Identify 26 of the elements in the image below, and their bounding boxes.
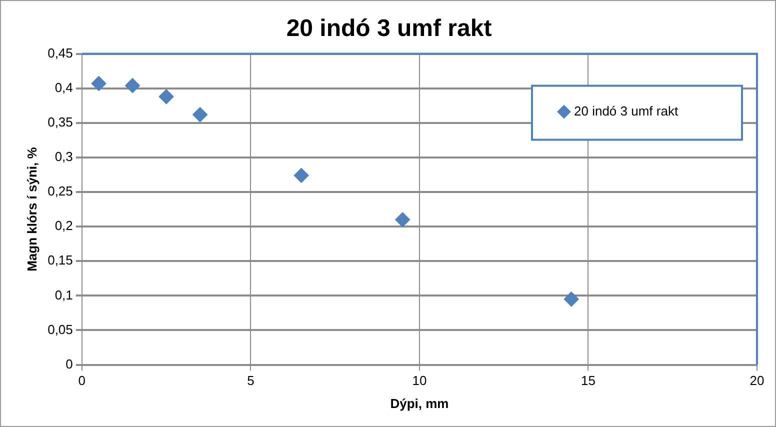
y-tick-label: 0,45 — [48, 45, 73, 60]
y-tick-label: 0,1 — [54, 287, 73, 302]
y-tick-label: 0 — [66, 356, 73, 372]
y-tick-label: 0,3 — [54, 149, 73, 164]
x-tick-label: 5 — [247, 373, 254, 388]
legend-label: 20 indó 3 umf rakt — [574, 103, 678, 118]
point — [91, 76, 106, 92]
x-tick-label: 10 — [412, 373, 427, 388]
point — [564, 292, 579, 307]
x-tick-label: 0 — [78, 373, 86, 388]
point — [125, 78, 140, 94]
y-axis-title: Magn klórs í sýni, % — [24, 146, 40, 272]
point — [158, 89, 174, 104]
y-tick-label: 0,05 — [48, 322, 73, 337]
y-tick-label: 0,25 — [48, 184, 73, 199]
x-tick-label: 20 — [750, 373, 764, 388]
x-axis-title: Dýpi, mm — [390, 396, 449, 411]
y-tick-label: 0,4 — [54, 80, 73, 95]
x-tick-label: 15 — [580, 373, 596, 388]
chart-title: 20 indó 3 umf rakt — [286, 15, 492, 42]
point — [192, 107, 208, 122]
y-tick-label: 0,2 — [54, 218, 73, 234]
point — [395, 212, 410, 228]
y-tick-label: 0,15 — [48, 252, 73, 268]
y-tick-label: 0,35 — [48, 114, 73, 130]
point — [294, 168, 309, 183]
